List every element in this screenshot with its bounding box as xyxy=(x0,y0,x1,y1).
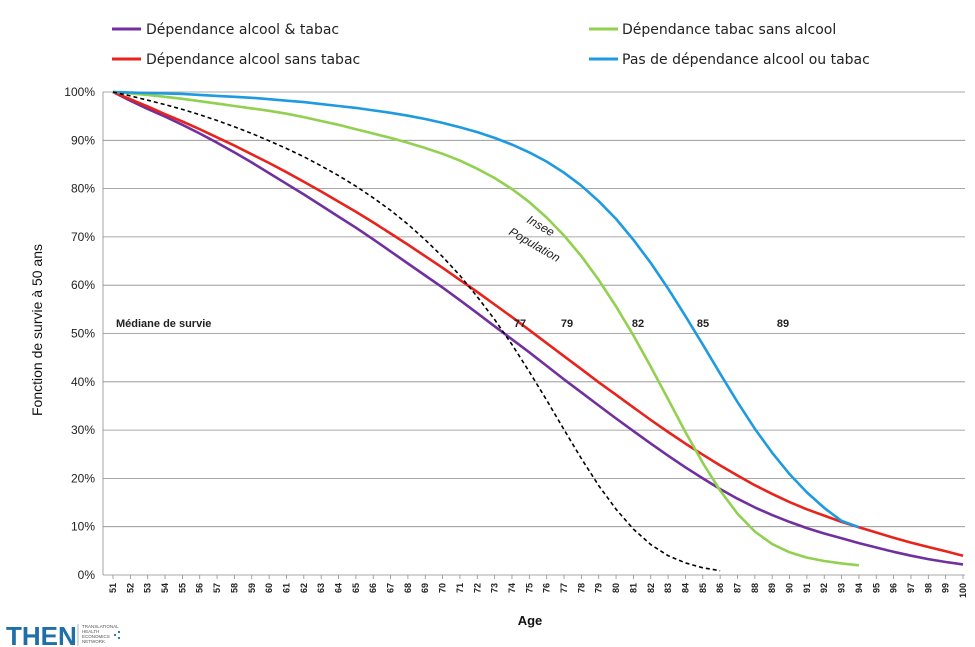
x-tick-label: 69 xyxy=(420,583,430,593)
x-tick-label: 93 xyxy=(837,583,847,593)
x-tick-label: 95 xyxy=(871,583,881,593)
y-tick-label: 40% xyxy=(71,375,95,389)
x-tick-label: 51 xyxy=(108,583,118,593)
logo-sub-1: TRANSLATIONAL xyxy=(82,624,119,629)
y-tick-label: 10% xyxy=(71,520,95,534)
x-tick-label: 88 xyxy=(750,583,760,593)
x-tick-label: 99 xyxy=(941,583,951,593)
series-line-1 xyxy=(112,90,964,557)
legend-label-tabac-sans-alcool: Dépendance tabac sans alcool xyxy=(622,22,836,38)
logo-sub-3: ECONOMICS xyxy=(82,634,110,639)
y-tick-label: 30% xyxy=(71,423,95,437)
x-tick-label: 80 xyxy=(611,583,621,593)
x-tick-label: 76 xyxy=(542,583,552,593)
y-tick-label: 100% xyxy=(64,85,95,99)
x-tick-label: 71 xyxy=(455,583,465,593)
x-tick-label: 63 xyxy=(316,583,326,593)
y-tick-label: 0% xyxy=(78,568,96,582)
x-tick-label: 65 xyxy=(351,583,361,593)
then-logo: THEN TRANSLATIONAL HEALTH ECONOMICS NETW… xyxy=(6,621,121,647)
x-tick-label: 79 xyxy=(594,583,604,593)
x-tick-label: 86 xyxy=(715,583,725,593)
x-tick-label: 53 xyxy=(143,583,153,593)
y-tick-label: 50% xyxy=(71,327,95,341)
x-tick-label: 68 xyxy=(403,583,413,593)
x-tick-label: 92 xyxy=(819,583,829,593)
x-tick-label: 60 xyxy=(264,583,274,593)
x-tick-label: 74 xyxy=(507,583,517,593)
x-tick-label: 67 xyxy=(386,583,396,593)
x-tick-label: 84 xyxy=(680,583,690,593)
logo-sub-2: HEALTH xyxy=(82,629,99,634)
median-marker-89: 89 xyxy=(777,318,789,330)
legend-label-alcool-tabac: Dépendance alcool & tabac xyxy=(146,22,339,38)
x-tick-label: 54 xyxy=(160,583,170,593)
legend: Dépendance alcool & tabac Dépendance alc… xyxy=(112,22,870,68)
series-line-3 xyxy=(112,90,860,529)
x-tick-label: 57 xyxy=(212,583,222,593)
x-axis-ticks: 51 52 53 54 55 56 57 58 59 60 61 62 63 64 65 66 67 68 69 70… xyxy=(108,575,968,598)
legend-label-alcool-sans-tabac: Dépendance alcool sans tabac xyxy=(146,52,360,68)
y-tick-label: 20% xyxy=(71,471,95,485)
x-tick-label: 97 xyxy=(906,583,916,593)
x-tick-label: 64 xyxy=(334,583,344,593)
x-tick-label: 78 xyxy=(576,583,586,593)
y-axis-ticks: 0% 10% 20% 30% 40% 50% 60% 70% 80% 90% 100% xyxy=(64,85,95,582)
x-tick-label: 96 xyxy=(889,583,899,593)
y-tick-label: 90% xyxy=(71,133,95,147)
x-tick-label: 61 xyxy=(281,583,291,593)
y-tick-label: 60% xyxy=(71,278,95,292)
x-tick-label: 85 xyxy=(698,583,708,593)
x-tick-label: 98 xyxy=(923,583,933,593)
x-tick-label: 62 xyxy=(299,583,309,593)
x-tick-label: 75 xyxy=(524,583,534,593)
legend-label-pas-de-dependance: Pas de dépendance alcool ou tabac xyxy=(622,52,870,68)
series-line-0 xyxy=(112,90,964,566)
median-marker-82: 82 xyxy=(632,318,644,330)
x-tick-label: 55 xyxy=(177,583,187,593)
y-axis-title: Fonction de survie à 50 ans xyxy=(29,244,45,416)
series-line-2 xyxy=(112,90,860,567)
x-tick-label: 91 xyxy=(802,583,812,593)
x-tick-label: 59 xyxy=(247,583,257,593)
series-line-4 xyxy=(112,91,721,572)
x-tick-label: 72 xyxy=(472,583,482,593)
y-tick-label: 80% xyxy=(71,182,95,196)
median-label: Médiane de survie xyxy=(116,318,211,330)
x-tick-label: 90 xyxy=(785,583,795,593)
logo-sub-4: NETWORK xyxy=(82,639,105,644)
x-tick-label: 89 xyxy=(767,583,777,593)
logo-text: THEN xyxy=(6,621,77,647)
x-tick-label: 58 xyxy=(229,583,239,593)
x-tick-label: 70 xyxy=(438,583,448,593)
x-tick-label: 94 xyxy=(854,583,864,593)
median-marker-77: 77 xyxy=(514,318,526,330)
median-marker-85: 85 xyxy=(697,318,709,330)
x-tick-label: 52 xyxy=(125,583,135,593)
x-tick-label: 82 xyxy=(646,583,656,593)
x-tick-label: 81 xyxy=(628,583,638,593)
y-tick-label: 70% xyxy=(71,230,95,244)
x-axis-title: Age xyxy=(518,613,543,628)
x-tick-label: 100 xyxy=(958,583,968,598)
x-tick-label: 77 xyxy=(559,583,569,593)
series-lines xyxy=(112,90,964,572)
x-tick-label: 87 xyxy=(732,583,742,593)
median-marker-79: 79 xyxy=(561,318,573,330)
x-tick-label: 66 xyxy=(368,583,378,593)
x-tick-label: 83 xyxy=(663,583,673,593)
x-tick-label: 73 xyxy=(490,583,500,593)
x-tick-label: 56 xyxy=(195,583,205,593)
